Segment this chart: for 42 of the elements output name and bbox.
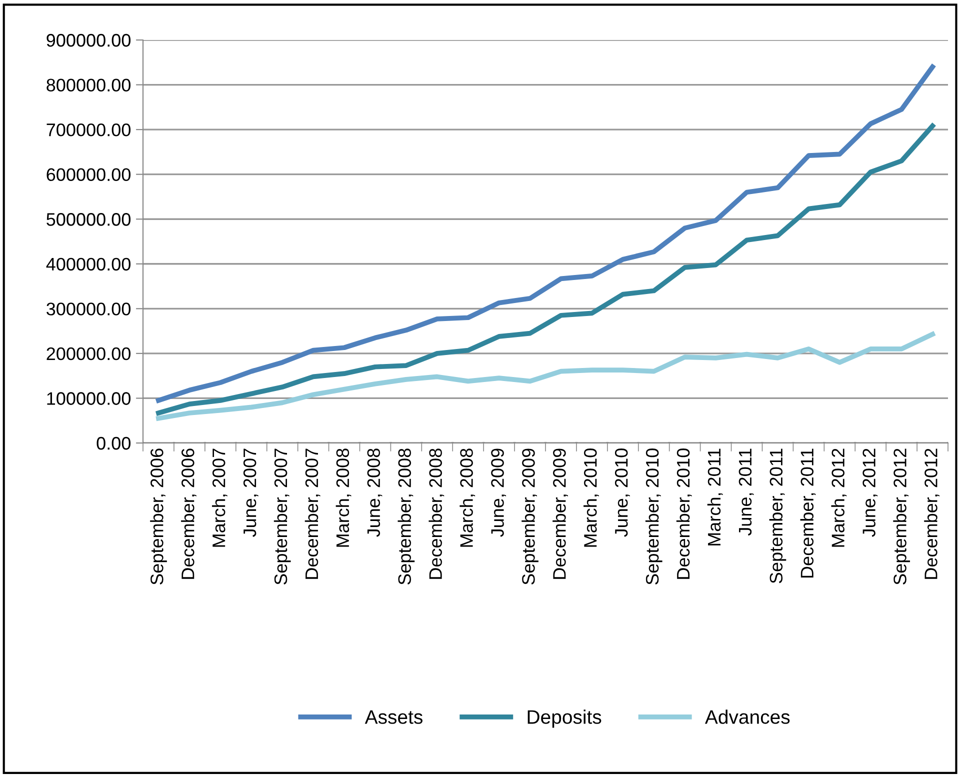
x-tick-label: September, 2008 [398,448,415,585]
x-tick-label: March, 2007 [212,448,228,547]
x-tick-label: December, 2008 [428,448,444,579]
x-tick-label: March, 2008 [336,448,352,547]
x-tick-label: September, 2010 [645,448,662,585]
x-tick-label: December, 2010 [676,448,692,579]
x-tick-label: December, 2009 [552,448,568,579]
x-tick-label: June, 2007 [243,448,258,537]
x-tick-label: December, 2012 [924,448,940,579]
x-tick-label: December, 2011 [800,448,816,578]
line-series [156,332,935,421]
y-tick-label: 600000.00 [46,168,130,182]
x-tick-label: June, 2008 [367,448,382,537]
legend-label: Deposits [528,710,602,728]
y-tick-label: 0.00 [96,436,130,450]
y-tick-label: 400000.00 [46,258,130,271]
y-tick-label: 300000.00 [46,302,130,316]
x-tick-label: December, 2006 [181,448,196,579]
y-tick-label: 700000.00 [46,123,130,136]
x-tick-label: September, 2007 [274,448,291,585]
x-tick-label: September, 2006 [150,448,167,585]
y-tick-label: 200000.00 [46,347,130,360]
x-tick-label: March, 2011 [707,448,723,546]
x-tick-label: September, 2009 [522,448,538,585]
y-tick-label: 500000.00 [46,213,130,226]
x-tick-label: September, 2011 [769,448,786,584]
x-tick-label: June, 2011 [738,448,754,536]
line-series [156,124,935,416]
line-series [156,64,935,403]
legend-label: Advances [704,710,790,724]
x-tick-label: June, 2009 [491,448,506,537]
x-tick-label: March, 2012 [831,448,847,547]
y-tick-label: 800000.00 [46,78,130,92]
x-tick-label: December, 2007 [304,448,320,579]
y-tick-label: 100000.00 [47,392,130,405]
legend-label: Assets [364,710,422,724]
x-tick-label: March, 2008 [460,448,476,547]
y-tick-label: 900000.00 [46,34,130,47]
x-tick-label: June, 2010 [614,448,630,537]
x-tick-label: September, 2012 [893,448,910,585]
x-tick-label: June, 2012 [862,448,878,537]
x-tick-label: March, 2010 [584,448,599,547]
